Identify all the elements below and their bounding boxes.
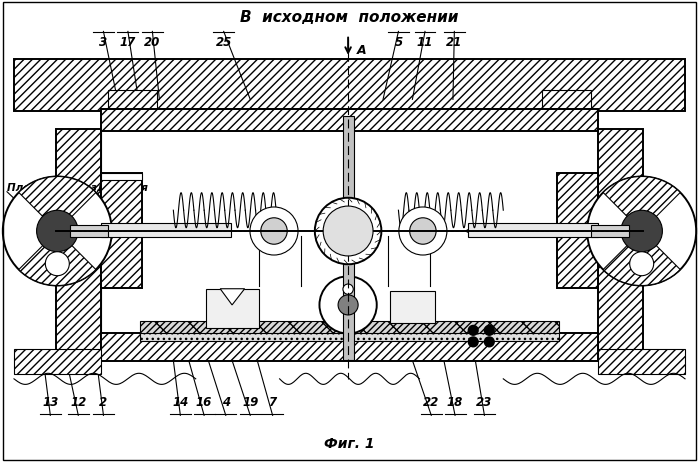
Bar: [101, 129, 598, 333]
Circle shape: [484, 325, 494, 335]
Circle shape: [338, 295, 358, 315]
Text: 19: 19: [242, 396, 259, 409]
Circle shape: [410, 218, 436, 244]
Bar: [14, 349, 101, 374]
Text: 16: 16: [196, 396, 212, 409]
Text: В  исходном  положении: В исходном положении: [240, 10, 459, 25]
Text: 23: 23: [476, 396, 493, 409]
Text: 7: 7: [268, 396, 277, 409]
Circle shape: [468, 325, 478, 335]
Text: 2: 2: [99, 396, 108, 409]
Bar: [140, 332, 559, 341]
Bar: [56, 129, 101, 351]
Text: 22: 22: [423, 396, 440, 409]
Circle shape: [250, 207, 298, 255]
Bar: [468, 223, 598, 237]
Bar: [206, 289, 259, 328]
Circle shape: [315, 198, 382, 264]
Bar: [598, 349, 685, 374]
Bar: [108, 90, 157, 112]
Bar: [591, 225, 629, 237]
Bar: [14, 59, 685, 111]
Circle shape: [36, 210, 78, 252]
Bar: [557, 173, 598, 288]
Polygon shape: [220, 289, 245, 305]
Circle shape: [630, 252, 654, 276]
Circle shape: [45, 252, 69, 276]
Text: 13: 13: [42, 396, 59, 409]
Circle shape: [3, 176, 112, 286]
Circle shape: [323, 206, 373, 256]
Bar: [343, 116, 354, 360]
Bar: [101, 109, 598, 131]
Bar: [598, 129, 643, 351]
Text: 17: 17: [120, 36, 136, 49]
Circle shape: [468, 337, 478, 347]
Bar: [70, 225, 108, 237]
Circle shape: [587, 176, 696, 286]
Bar: [101, 173, 142, 288]
Circle shape: [399, 207, 447, 255]
Bar: [101, 173, 142, 180]
Bar: [101, 333, 598, 361]
Circle shape: [343, 284, 353, 294]
Bar: [542, 90, 591, 112]
Bar: [101, 223, 231, 237]
Text: Фиг. 1: Фиг. 1: [324, 437, 375, 450]
Text: 15: 15: [25, 184, 42, 197]
Circle shape: [319, 276, 377, 334]
Text: Плоскость  разделения: Плоскость разделения: [7, 183, 148, 194]
Text: 21: 21: [446, 36, 463, 49]
Text: 5: 5: [394, 36, 403, 49]
Wedge shape: [603, 176, 680, 231]
Wedge shape: [19, 231, 96, 286]
Text: 12: 12: [70, 396, 87, 409]
Text: 25: 25: [215, 36, 232, 49]
Circle shape: [621, 210, 663, 252]
Wedge shape: [19, 176, 96, 231]
Bar: [390, 291, 435, 323]
Circle shape: [261, 218, 287, 244]
Text: 3: 3: [99, 36, 108, 49]
Text: В: В: [519, 225, 528, 237]
Bar: [140, 321, 559, 333]
Text: 11: 11: [417, 36, 433, 49]
Text: A: A: [356, 44, 366, 57]
Text: 4: 4: [222, 396, 230, 409]
Text: 20: 20: [144, 36, 161, 49]
Text: 18: 18: [447, 396, 463, 409]
Circle shape: [484, 337, 494, 347]
Wedge shape: [603, 231, 680, 286]
Text: 14: 14: [172, 396, 189, 409]
